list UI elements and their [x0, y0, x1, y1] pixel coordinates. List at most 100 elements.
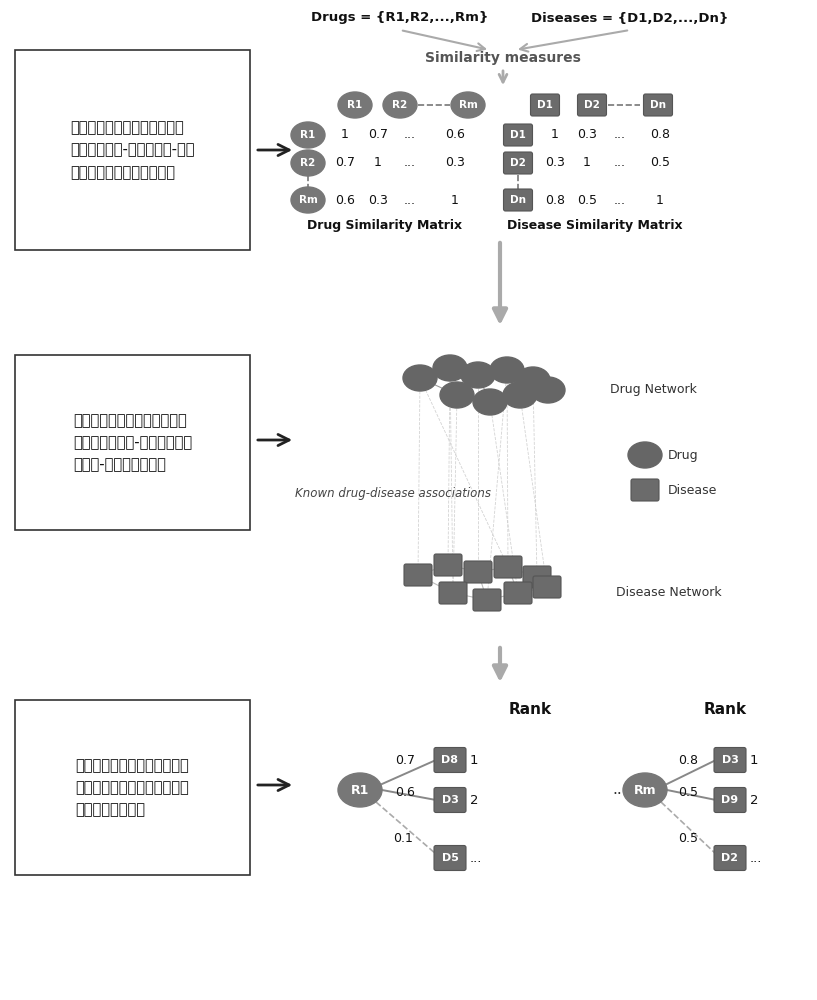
Text: 1: 1 — [451, 194, 459, 207]
Text: D1: D1 — [537, 100, 553, 110]
FancyBboxPatch shape — [15, 50, 250, 250]
Text: Rm: Rm — [298, 195, 318, 205]
Text: 0.6: 0.6 — [335, 194, 355, 207]
Ellipse shape — [623, 773, 667, 807]
Text: 0.3: 0.3 — [445, 156, 465, 169]
FancyBboxPatch shape — [15, 355, 250, 530]
FancyBboxPatch shape — [504, 582, 532, 604]
FancyBboxPatch shape — [714, 788, 746, 812]
FancyBboxPatch shape — [434, 788, 466, 812]
FancyBboxPatch shape — [714, 846, 746, 870]
Ellipse shape — [473, 389, 507, 415]
Text: 0.8: 0.8 — [650, 128, 670, 141]
Text: Disease Similarity Matrix: Disease Similarity Matrix — [507, 219, 683, 232]
Ellipse shape — [433, 355, 467, 381]
Text: D9: D9 — [721, 795, 739, 805]
Ellipse shape — [338, 92, 372, 118]
FancyBboxPatch shape — [15, 700, 250, 875]
Text: Similarity measures: Similarity measures — [425, 51, 581, 65]
Ellipse shape — [461, 362, 495, 388]
Text: R2: R2 — [392, 100, 408, 110]
FancyBboxPatch shape — [434, 846, 466, 870]
Text: 1: 1 — [750, 754, 758, 766]
Ellipse shape — [531, 377, 565, 403]
Text: Rm: Rm — [458, 100, 477, 110]
Text: R1: R1 — [350, 784, 369, 796]
Text: Drug Network: Drug Network — [610, 383, 697, 396]
Text: Drugs = {R1,R2,...,Rm}: Drugs = {R1,R2,...,Rm} — [311, 11, 489, 24]
FancyBboxPatch shape — [503, 124, 533, 146]
Text: Known drug-disease associations: Known drug-disease associations — [295, 487, 491, 499]
Text: ...: ... — [404, 194, 416, 207]
Text: D2: D2 — [510, 158, 526, 168]
Text: 1: 1 — [551, 128, 559, 141]
Text: ...: ... — [750, 852, 762, 864]
Text: 2: 2 — [750, 794, 758, 806]
Text: D1: D1 — [510, 130, 526, 140]
Text: 0.6: 0.6 — [445, 128, 465, 141]
Text: ...: ... — [614, 156, 626, 169]
FancyBboxPatch shape — [631, 479, 659, 501]
FancyBboxPatch shape — [523, 566, 551, 588]
Text: D2: D2 — [721, 853, 739, 863]
Text: Rm: Rm — [634, 784, 656, 796]
Text: D3: D3 — [441, 795, 458, 805]
Text: Disease Network: Disease Network — [616, 585, 721, 598]
Ellipse shape — [291, 187, 325, 213]
Text: ......: ...... — [613, 782, 641, 798]
Text: 1: 1 — [374, 156, 382, 169]
Text: 1: 1 — [583, 156, 591, 169]
Text: 2: 2 — [470, 794, 479, 806]
Text: Rank: Rank — [508, 702, 551, 718]
Text: R1: R1 — [301, 130, 315, 140]
Text: Dn: Dn — [510, 195, 526, 205]
Text: 0.5: 0.5 — [577, 194, 597, 207]
FancyBboxPatch shape — [503, 189, 533, 211]
FancyBboxPatch shape — [644, 94, 672, 116]
FancyBboxPatch shape — [404, 564, 432, 586]
FancyBboxPatch shape — [473, 589, 501, 611]
Text: Dn: Dn — [650, 100, 666, 110]
Text: Rank: Rank — [703, 702, 747, 718]
FancyBboxPatch shape — [439, 582, 467, 604]
FancyBboxPatch shape — [494, 556, 522, 578]
FancyBboxPatch shape — [533, 576, 561, 598]
Ellipse shape — [516, 367, 550, 393]
Text: 0.7: 0.7 — [335, 156, 355, 169]
FancyBboxPatch shape — [578, 94, 606, 116]
Text: Drug: Drug — [668, 448, 699, 462]
Text: D8: D8 — [441, 755, 458, 765]
Text: 0.7: 0.7 — [395, 754, 415, 766]
Ellipse shape — [403, 365, 437, 391]
Text: Disease: Disease — [668, 484, 717, 496]
Text: 0.5: 0.5 — [678, 786, 698, 800]
Text: 1: 1 — [341, 128, 349, 141]
Text: ...: ... — [404, 128, 416, 141]
Text: 0.6: 0.6 — [395, 786, 415, 800]
FancyBboxPatch shape — [434, 554, 462, 576]
FancyBboxPatch shape — [503, 152, 533, 174]
Ellipse shape — [291, 150, 325, 176]
Text: ...: ... — [614, 194, 626, 207]
Ellipse shape — [628, 442, 662, 468]
FancyBboxPatch shape — [464, 561, 492, 583]
Ellipse shape — [291, 122, 325, 148]
Text: 0.8: 0.8 — [545, 194, 565, 207]
Ellipse shape — [383, 92, 417, 118]
Text: ...: ... — [470, 852, 482, 864]
Text: Diseases = {D1,D2,...,Dn}: Diseases = {D1,D2,...,Dn} — [531, 11, 729, 24]
Text: 0.8: 0.8 — [678, 754, 698, 766]
Text: D5: D5 — [441, 853, 458, 863]
Text: D2: D2 — [584, 100, 600, 110]
Text: ...: ... — [614, 128, 626, 141]
Text: 1: 1 — [656, 194, 664, 207]
Ellipse shape — [440, 382, 474, 408]
Ellipse shape — [451, 92, 485, 118]
FancyBboxPatch shape — [530, 94, 560, 116]
Text: 1: 1 — [470, 754, 479, 766]
Text: 0.5: 0.5 — [650, 156, 670, 169]
FancyBboxPatch shape — [434, 748, 466, 772]
FancyBboxPatch shape — [714, 748, 746, 772]
Text: 0.3: 0.3 — [545, 156, 565, 169]
Text: R2: R2 — [301, 158, 315, 168]
